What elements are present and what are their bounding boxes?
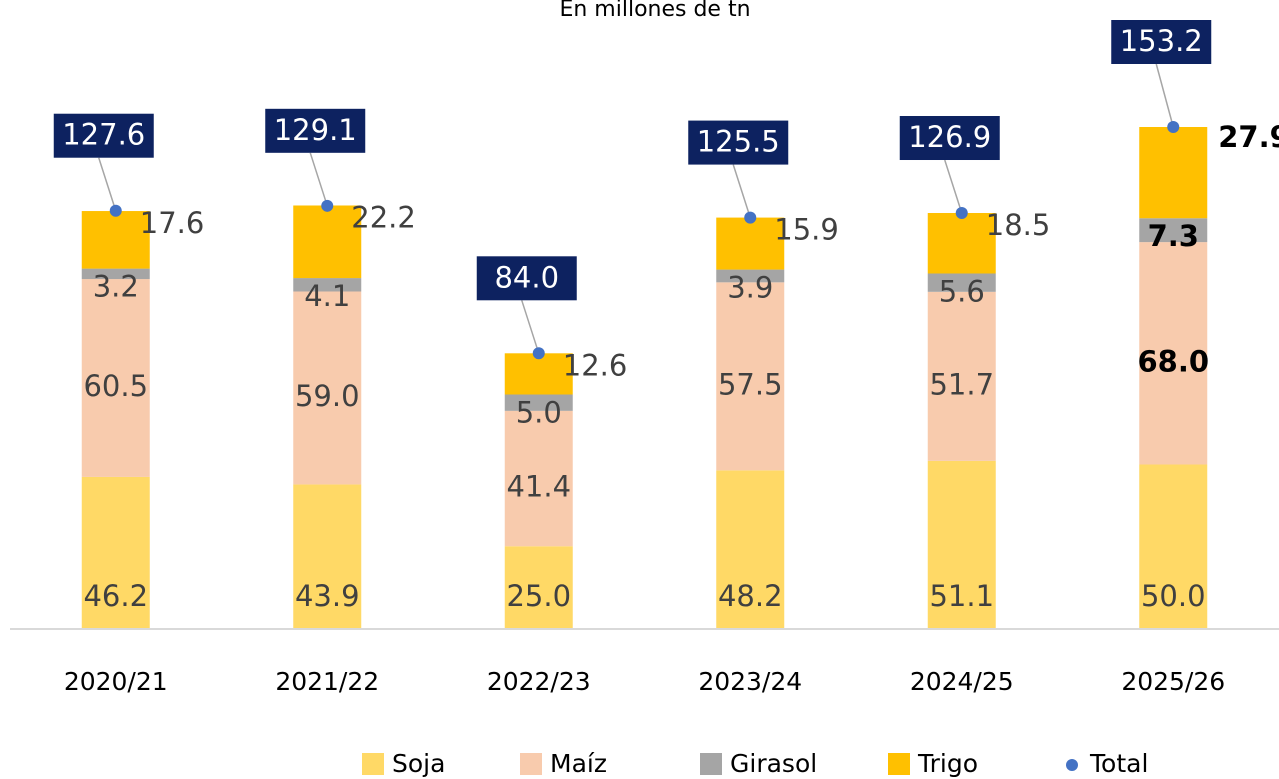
data-label: 48.2 (718, 579, 783, 613)
total-dot (744, 211, 757, 224)
bar-segment (293, 278, 362, 292)
x-tick-label: 2024/25 (910, 667, 1014, 696)
x-tick-label: 2020/21 (64, 667, 168, 696)
bar-segment (1139, 127, 1208, 219)
total-label: 153.2 (1120, 24, 1203, 58)
bar-segment (927, 273, 996, 292)
bar-segment (927, 460, 996, 628)
data-label: 3.2 (93, 270, 139, 304)
data-label: 27.9 (1218, 120, 1279, 154)
total-dot (1167, 121, 1180, 133)
data-label: 51.1 (929, 579, 994, 613)
data-label: 59.0 (295, 379, 360, 413)
total-dot (109, 204, 122, 217)
total-box (1111, 20, 1212, 64)
bar-segment (293, 291, 362, 485)
data-label: 68.0 (1137, 344, 1209, 378)
total-label: 126.9 (908, 120, 991, 154)
data-label: 57.5 (718, 367, 783, 401)
total-label: 125.5 (697, 125, 780, 159)
legend-marker (888, 753, 910, 775)
bar-segment (716, 217, 785, 270)
bar-segment (81, 476, 150, 628)
bar-segment (81, 211, 150, 269)
legend-label: Girasol (730, 749, 817, 778)
x-tick-label: 2025/26 (1121, 667, 1225, 696)
bar-segment (716, 282, 785, 471)
chart-subtitle: En millones de tn (559, 0, 750, 22)
leader-line (98, 157, 117, 211)
bar-segment (1139, 464, 1208, 628)
bar-segment (293, 484, 362, 628)
total-dot (321, 199, 334, 212)
total-label: 84.0 (494, 260, 559, 294)
data-label: 5.6 (939, 275, 985, 309)
x-tick-label: 2021/22 (275, 667, 379, 696)
bar-segment (293, 205, 362, 279)
total-box (899, 116, 1000, 161)
total-label: 127.6 (62, 118, 145, 152)
leader-line (521, 300, 540, 354)
data-label: 18.5 (986, 208, 1051, 242)
data-label: 50.0 (1141, 579, 1206, 613)
bar-segment (504, 410, 573, 547)
leader-line (732, 164, 751, 218)
data-label: 41.4 (506, 470, 571, 504)
leader-line (944, 159, 963, 214)
total-box (265, 108, 366, 153)
data-label: 7.3 (1148, 219, 1199, 253)
bar-segment (927, 291, 996, 461)
total-dot (532, 347, 545, 360)
bar-segment (1139, 242, 1208, 465)
legend-marker (1066, 759, 1078, 771)
data-label: 4.1 (304, 279, 350, 313)
data-label: 51.7 (929, 367, 994, 401)
bar-segment (716, 470, 785, 628)
total-box (53, 113, 154, 158)
bar-segment (504, 353, 573, 395)
leader-line (1155, 63, 1174, 128)
legend-marker (700, 753, 722, 775)
data-label: 12.6 (563, 348, 628, 382)
data-label: 15.9 (774, 213, 839, 247)
legend-label: Maíz (550, 749, 607, 778)
data-label: 5.0 (516, 396, 562, 430)
legend-marker (520, 753, 542, 775)
data-label: 25.0 (506, 579, 571, 613)
bar-segment (927, 213, 996, 274)
legend-marker (362, 753, 384, 775)
bar-segment (504, 394, 573, 411)
data-label: 22.2 (351, 200, 416, 234)
data-label: 43.9 (295, 579, 360, 613)
leader-line (309, 152, 328, 207)
bar-segment (81, 268, 150, 280)
total-box (476, 256, 577, 301)
legend-label: Soja (392, 749, 445, 778)
total-box (688, 120, 789, 165)
bar-segment (504, 546, 573, 628)
total-dot (955, 207, 968, 220)
x-tick-label: 2023/24 (698, 667, 802, 696)
legend-label: Total (1089, 749, 1148, 778)
x-tick-label: 2022/23 (487, 667, 591, 696)
bar-segment (716, 269, 785, 283)
bar-segment (1139, 218, 1208, 243)
data-label: 17.6 (140, 206, 205, 240)
data-label: 60.5 (83, 369, 148, 403)
data-label: 3.9 (727, 271, 773, 305)
data-label: 46.2 (83, 579, 148, 613)
legend-label: Trigo (917, 749, 978, 778)
bar-segment (81, 279, 150, 477)
total-label: 129.1 (274, 113, 357, 147)
